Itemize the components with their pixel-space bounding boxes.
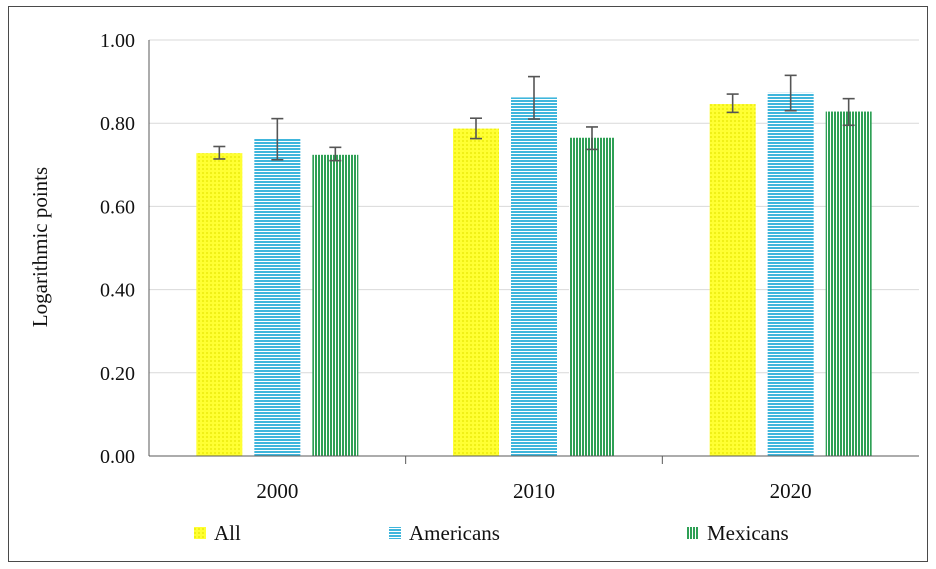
bar-americans-2010	[511, 97, 557, 457]
bar-americans-2000	[254, 139, 301, 456]
x-tick-label: 2010	[513, 479, 555, 503]
y-tick-label: 0.60	[100, 196, 135, 218]
x-tick-label: 2000	[256, 479, 298, 503]
legend: All Americans Mexicans	[194, 521, 789, 545]
bar-all-2000	[196, 153, 243, 457]
y-axis-label: Logarithmic points	[28, 167, 52, 327]
bar-mexicans-2020	[825, 111, 872, 456]
y-tick-label: 0.00	[100, 446, 135, 468]
bar-mexicans-2010	[569, 137, 615, 456]
legend-label-mexicans: Mexicans	[707, 521, 789, 545]
x-tick-label: 2020	[770, 479, 812, 503]
bar-americans-2020	[767, 92, 814, 456]
bar-chart: 0.00 0.20 0.40 0.60 0.80 1.00 2000 2010 2020 Log…	[28, 30, 919, 545]
legend-swatch-mexicans	[687, 527, 699, 539]
axes: 0.00 0.20 0.40 0.60 0.80 1.00 2000 2010 2020	[100, 30, 919, 503]
bar-all-2020	[709, 104, 756, 457]
bar-mexicans-2000	[312, 154, 359, 457]
y-tick-label: 0.80	[100, 113, 135, 135]
chart-frame: 0.00 0.20 0.40 0.60 0.80 1.00 2000 2010 2020 Log…	[8, 6, 928, 562]
bar-all-2010	[453, 128, 499, 456]
y-tick-label: 1.00	[100, 30, 135, 52]
legend-label-all: All	[214, 521, 241, 545]
legend-swatch-americans	[389, 527, 401, 539]
bars	[196, 92, 872, 457]
legend-label-americans: Americans	[409, 521, 500, 545]
y-tick-label: 0.40	[100, 280, 135, 302]
y-tick-label: 0.20	[100, 363, 135, 385]
error-bars	[213, 74, 855, 162]
legend-swatch-all	[194, 527, 206, 539]
